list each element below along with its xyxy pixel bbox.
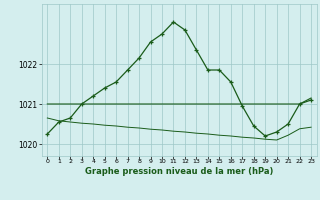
X-axis label: Graphe pression niveau de la mer (hPa): Graphe pression niveau de la mer (hPa) xyxy=(85,167,273,176)
